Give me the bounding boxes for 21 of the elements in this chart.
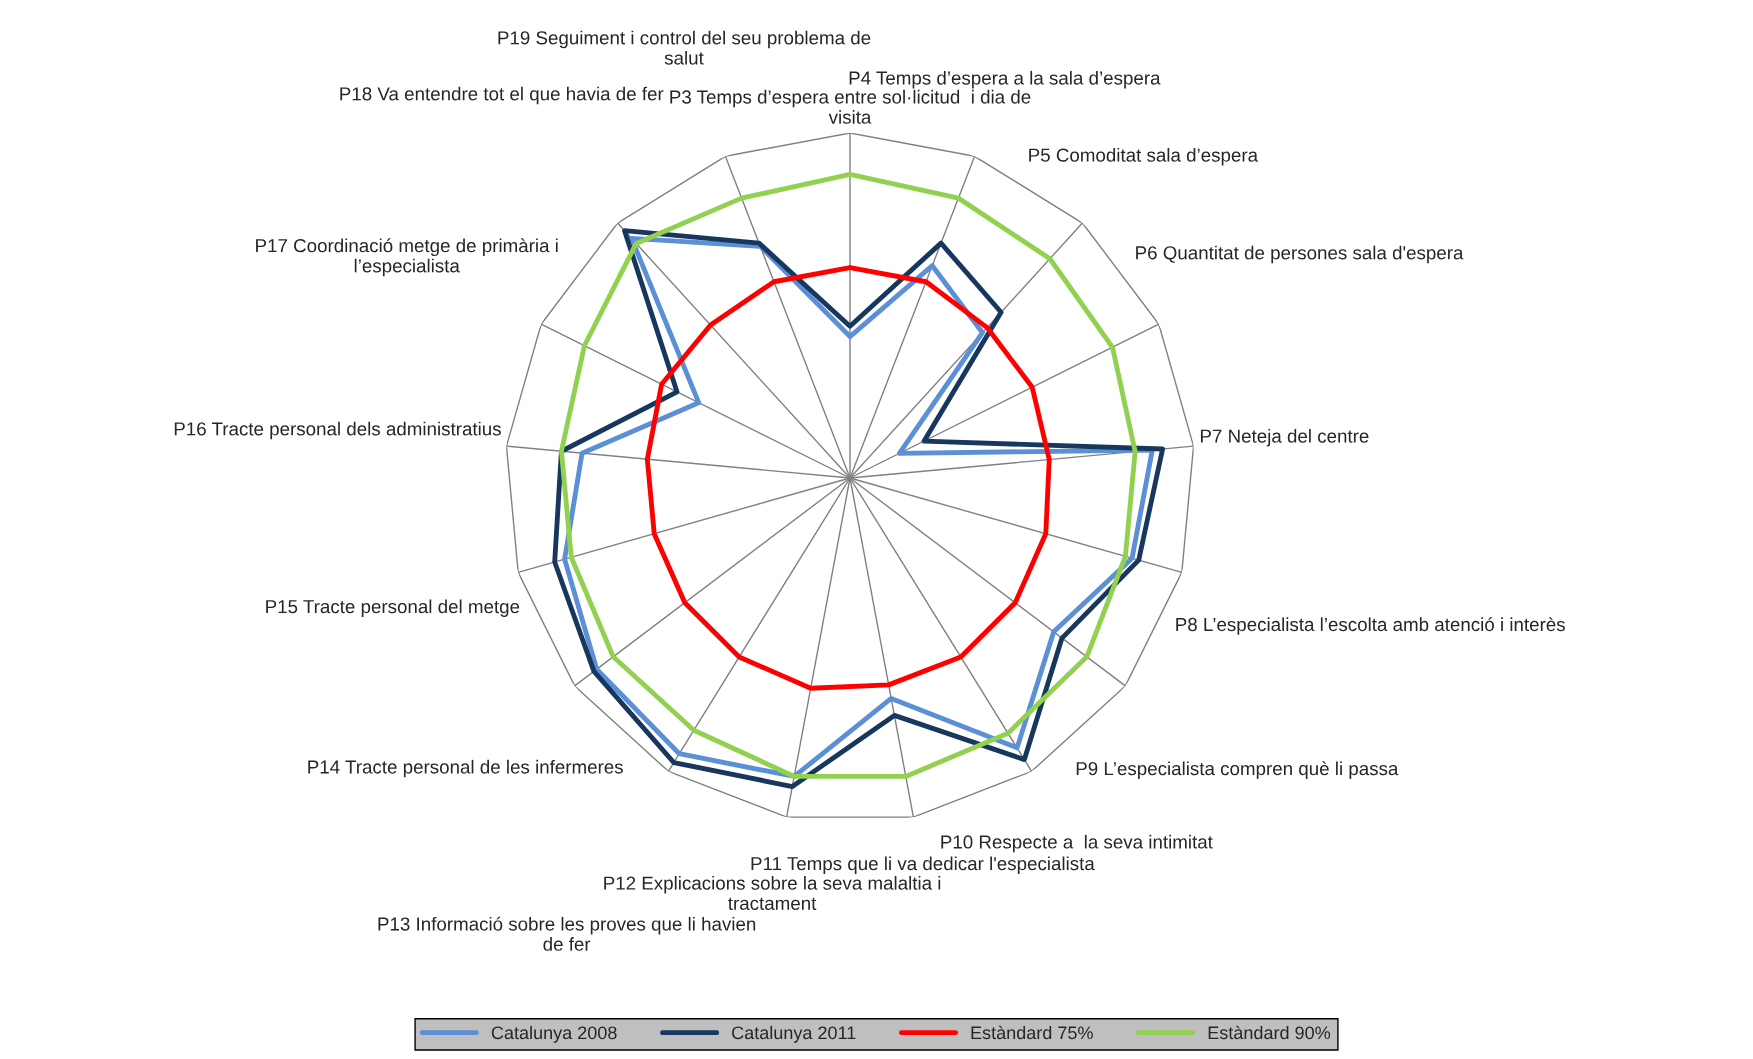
spoke-label: P9 L’especialista compren què li passa [1076,761,1399,779]
legend-label: Catalunya 2011 [732,1025,856,1043]
legend-label: Catalunya 2008 [491,1025,617,1043]
spoke-label: P17 Coordinació metge de primària i l’especialista [256,238,558,277]
spoke-label: P18 Va entendre tot el que havia de fer [340,86,664,105]
legend-label: Estàndard 75% [971,1025,1093,1040]
spoke-label: P6 Quantitat de persones sala d'espera [1136,245,1464,264]
spoke-label: P8 L’especialista l’escolta amb atenció i interès [1176,617,1565,635]
spoke-label: P14 Tracte personal de les infermeres [308,759,623,778]
spoke-label: P3 Temps d’espera entre sol·licitud i dia de visita [670,89,1031,124]
spoke-label: P15 Tracte personal del metge [266,599,520,617]
spoke-label: P16 Tracte personal dels administratius [174,421,501,440]
spoke-label: P10 Respecte a la seva intimitat [941,834,1213,853]
spoke-label: P7 Neteja del centre [1200,429,1369,447]
spoke-label: P13 Informació sobre les proves que li havien de fer [378,916,756,951]
spoke-label: P12 Explicacions sobre la seva malaltia i tractament [604,876,941,910]
spoke-label: P19 Seguiment i control del seu problema de salut [498,30,871,65]
spoke-label: P4 Temps d’espera a la sala d’espera [849,70,1161,89]
spoke-label: P11 Temps que li va dedicar l'especialista [751,856,1095,874]
spoke-label: P5 Comoditat sala d’espera [1029,148,1259,166]
legend-label: Estàndard 90% [1208,1025,1331,1040]
